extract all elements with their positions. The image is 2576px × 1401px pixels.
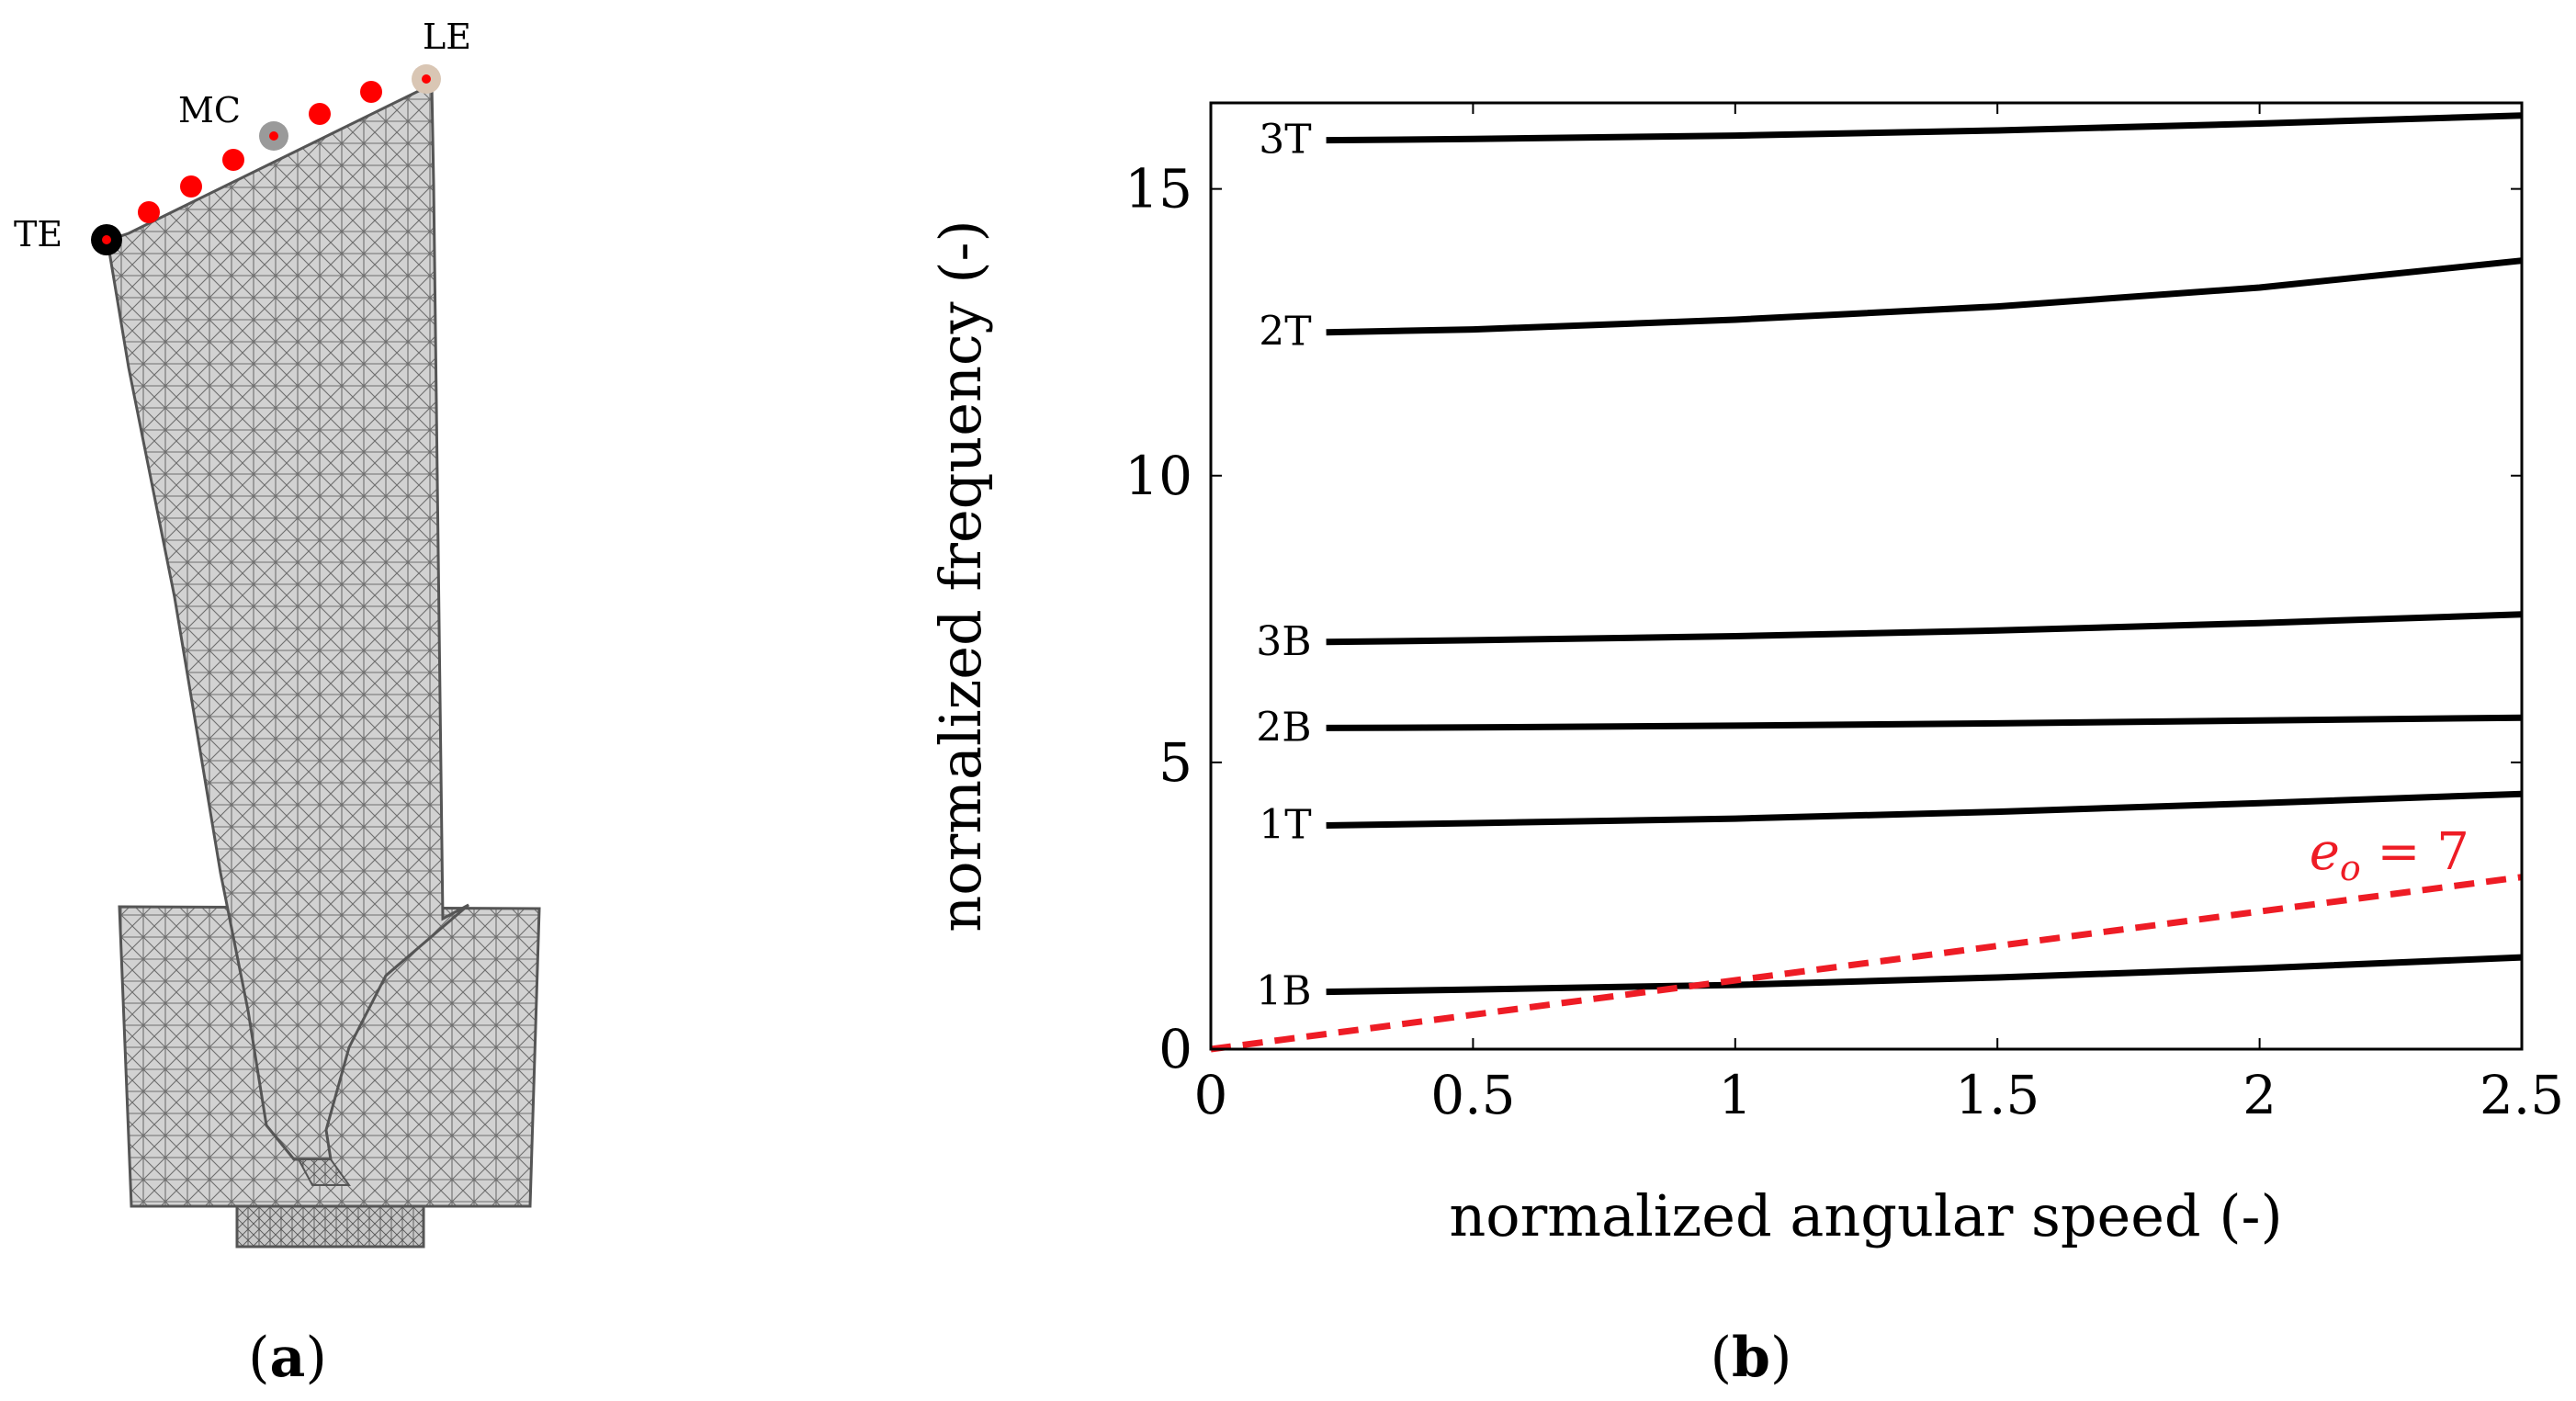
blade-airfoil-mesh bbox=[106, 82, 469, 1161]
probe-point bbox=[309, 103, 331, 125]
axis-ticks: 0 0.5 1 1.5 2 2.5 0 5 10 15 bbox=[1124, 103, 2564, 1126]
mode-label: 2B bbox=[1256, 704, 1311, 751]
plot-frame bbox=[1209, 101, 2524, 1051]
le-marker-center bbox=[422, 74, 431, 84]
te-label: TE bbox=[14, 214, 62, 254]
series-line-1t bbox=[1326, 790, 2523, 829]
eo-annotation-rest: = 7 bbox=[2361, 822, 2469, 882]
mode-label: 1B bbox=[1256, 968, 1311, 1015]
x-tick-label: 0.5 bbox=[1430, 1064, 1515, 1126]
caption-a: (a) bbox=[248, 1326, 327, 1390]
x-tick-label: 1 bbox=[1718, 1064, 1752, 1126]
panel-b-chart: 1B 1T 2B 3B 2T 3T eo = 7 0 0.5 1 1.5 2 2.5 0 5 10 15 no… bbox=[927, 101, 2564, 1390]
mode-label: 3B bbox=[1256, 618, 1311, 665]
series-line-3b bbox=[1326, 611, 2523, 646]
y-tick-label: 10 bbox=[1124, 445, 1192, 507]
panel-a: TE MC LE (a) bbox=[14, 17, 541, 1390]
mode-label: 2T bbox=[1259, 309, 1311, 356]
probe-point bbox=[138, 201, 160, 223]
y-tick-label: 0 bbox=[1158, 1018, 1192, 1080]
le-label: LE bbox=[423, 17, 471, 57]
series-line-e-o-7 bbox=[1210, 874, 2523, 1053]
mode-label: 1T bbox=[1259, 802, 1311, 849]
x-tick-label: 2 bbox=[2243, 1064, 2277, 1126]
mc-marker-center bbox=[269, 131, 278, 141]
series-line-2t bbox=[1326, 257, 2523, 336]
eo-annotation-sub: o bbox=[2340, 848, 2361, 888]
x-tick-label: 1.5 bbox=[1955, 1064, 2039, 1126]
eo-annotation-base: e bbox=[2310, 822, 2340, 882]
series-line-3t bbox=[1326, 112, 2523, 144]
mode-label: 3T bbox=[1259, 117, 1311, 164]
caption-b-letter: b bbox=[1732, 1326, 1770, 1390]
probe-point bbox=[360, 81, 382, 103]
eo-annotation: eo = 7 bbox=[2310, 822, 2469, 888]
probe-point bbox=[222, 149, 244, 171]
series-line-1b bbox=[1326, 954, 2523, 996]
y-axis-label: normalized frequency (-) bbox=[927, 220, 994, 932]
te-marker-center bbox=[102, 235, 111, 244]
caption-b: (b) bbox=[1711, 1326, 1792, 1390]
probe-point bbox=[180, 175, 202, 198]
mc-label: MC bbox=[178, 90, 241, 130]
caption-a-letter: a bbox=[270, 1326, 306, 1390]
y-tick-label: 5 bbox=[1158, 731, 1192, 794]
x-axis-label: normalized angular speed (-) bbox=[1449, 1182, 2282, 1249]
x-tick-label: 0 bbox=[1194, 1064, 1228, 1126]
blade-root-fillet bbox=[297, 1158, 351, 1186]
y-tick-label: 15 bbox=[1124, 158, 1192, 220]
series-line-2b bbox=[1326, 714, 2523, 731]
x-tick-label: 2.5 bbox=[2480, 1064, 2564, 1126]
chart-marks: 1B 1T 2B 3B 2T 3T eo = 7 bbox=[1210, 112, 2523, 1053]
